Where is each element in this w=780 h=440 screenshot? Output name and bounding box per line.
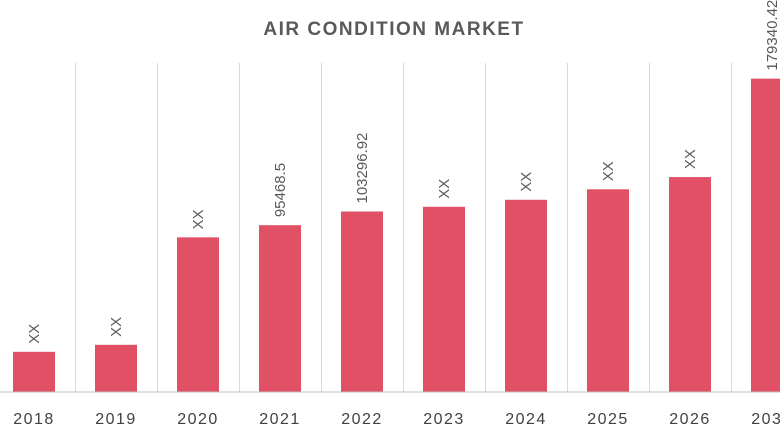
x-tick-2020: 2020 <box>177 411 219 428</box>
bar-2025 <box>587 189 629 392</box>
bar-2021 <box>259 225 301 392</box>
bar-2018 <box>13 351 55 392</box>
chart-title: AIR CONDITION MARKET <box>263 19 524 40</box>
data-label-2019: XX <box>108 317 125 337</box>
bar-2019 <box>95 344 137 392</box>
x-tick-2024: 2024 <box>505 411 547 428</box>
data-label-2018: XX <box>26 324 43 344</box>
data-label-2021: 95468.5 <box>272 163 289 217</box>
x-tick-2022: 2022 <box>341 411 383 428</box>
data-label-2025: XX <box>600 161 617 181</box>
data-label-2022: 103296.92 <box>354 133 371 204</box>
bars <box>13 78 780 392</box>
x-tick-2023: 2023 <box>423 411 465 428</box>
gridlines <box>75 63 732 392</box>
data-label-2023: XX <box>436 179 453 199</box>
bar-2024 <box>505 199 547 392</box>
x-tick-2021: 2021 <box>259 411 301 428</box>
bar-2022 <box>341 211 383 392</box>
data-labels: XX XX XX 95468.5 103296.92 XX XX XX XX 179340.42 <box>26 0 780 344</box>
bar-2032 <box>751 78 780 392</box>
x-tick-labels: 2018 2019 2020 2021 2022 2023 2024 2025 2026 2032 <box>13 411 780 428</box>
x-tick-2032: 2032 <box>751 411 780 428</box>
x-tick-2018: 2018 <box>13 411 55 428</box>
bar-2026 <box>669 177 711 392</box>
x-tick-2026: 2026 <box>669 411 711 428</box>
data-label-2032: 179340.42 <box>764 0 780 71</box>
data-label-2024: XX <box>518 172 535 192</box>
x-tick-2025: 2025 <box>587 411 629 428</box>
bar-2023 <box>423 206 465 392</box>
x-tick-2019: 2019 <box>95 411 137 428</box>
data-label-2020: XX <box>190 209 207 229</box>
data-label-2026: XX <box>682 149 699 169</box>
bar-2020 <box>177 237 219 392</box>
